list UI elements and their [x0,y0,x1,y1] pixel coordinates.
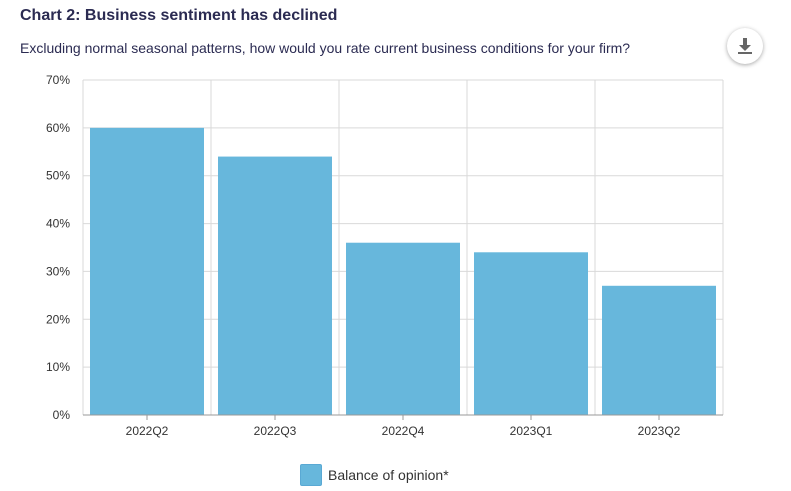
bar[interactable] [90,127,204,415]
bar[interactable] [602,285,716,415]
y-tick-label: 10% [46,360,70,374]
legend-swatch [300,464,322,486]
x-tick-label: 2023Q1 [510,424,553,438]
legend-label: Balance of opinion* [328,467,449,483]
y-tick-label: 30% [46,264,70,278]
y-axis-ticks: 0% 10% 20% 30% 40% 50% 60% 70% [46,73,70,422]
chart-title: Chart 2: Business sentiment has declined [20,7,338,24]
chart-bars [90,127,716,416]
x-tick-label: 2022Q3 [254,424,297,438]
x-tick-label: 2023Q2 [638,424,681,438]
x-tick-label: 2022Q2 [126,424,169,438]
y-tick-label: 0% [53,408,71,422]
y-tick-label: 50% [46,169,70,183]
x-tick-label: 2022Q4 [382,424,425,438]
bar[interactable] [346,242,460,415]
chart-legend[interactable]: Balance of opinion* [300,464,449,486]
x-axis-ticks: 2022Q2 2022Q3 2022Q4 2023Q1 2023Q2 [83,414,723,438]
y-tick-label: 40% [46,217,70,231]
y-tick-label: 70% [46,73,70,87]
bar[interactable] [474,252,588,415]
y-tick-label: 20% [46,312,70,326]
bar[interactable] [218,156,332,416]
download-icon [738,38,752,54]
download-button[interactable] [727,28,763,64]
y-tick-label: 60% [46,121,70,135]
chart-subtitle: Excluding normal seasonal patterns, how … [20,40,631,56]
